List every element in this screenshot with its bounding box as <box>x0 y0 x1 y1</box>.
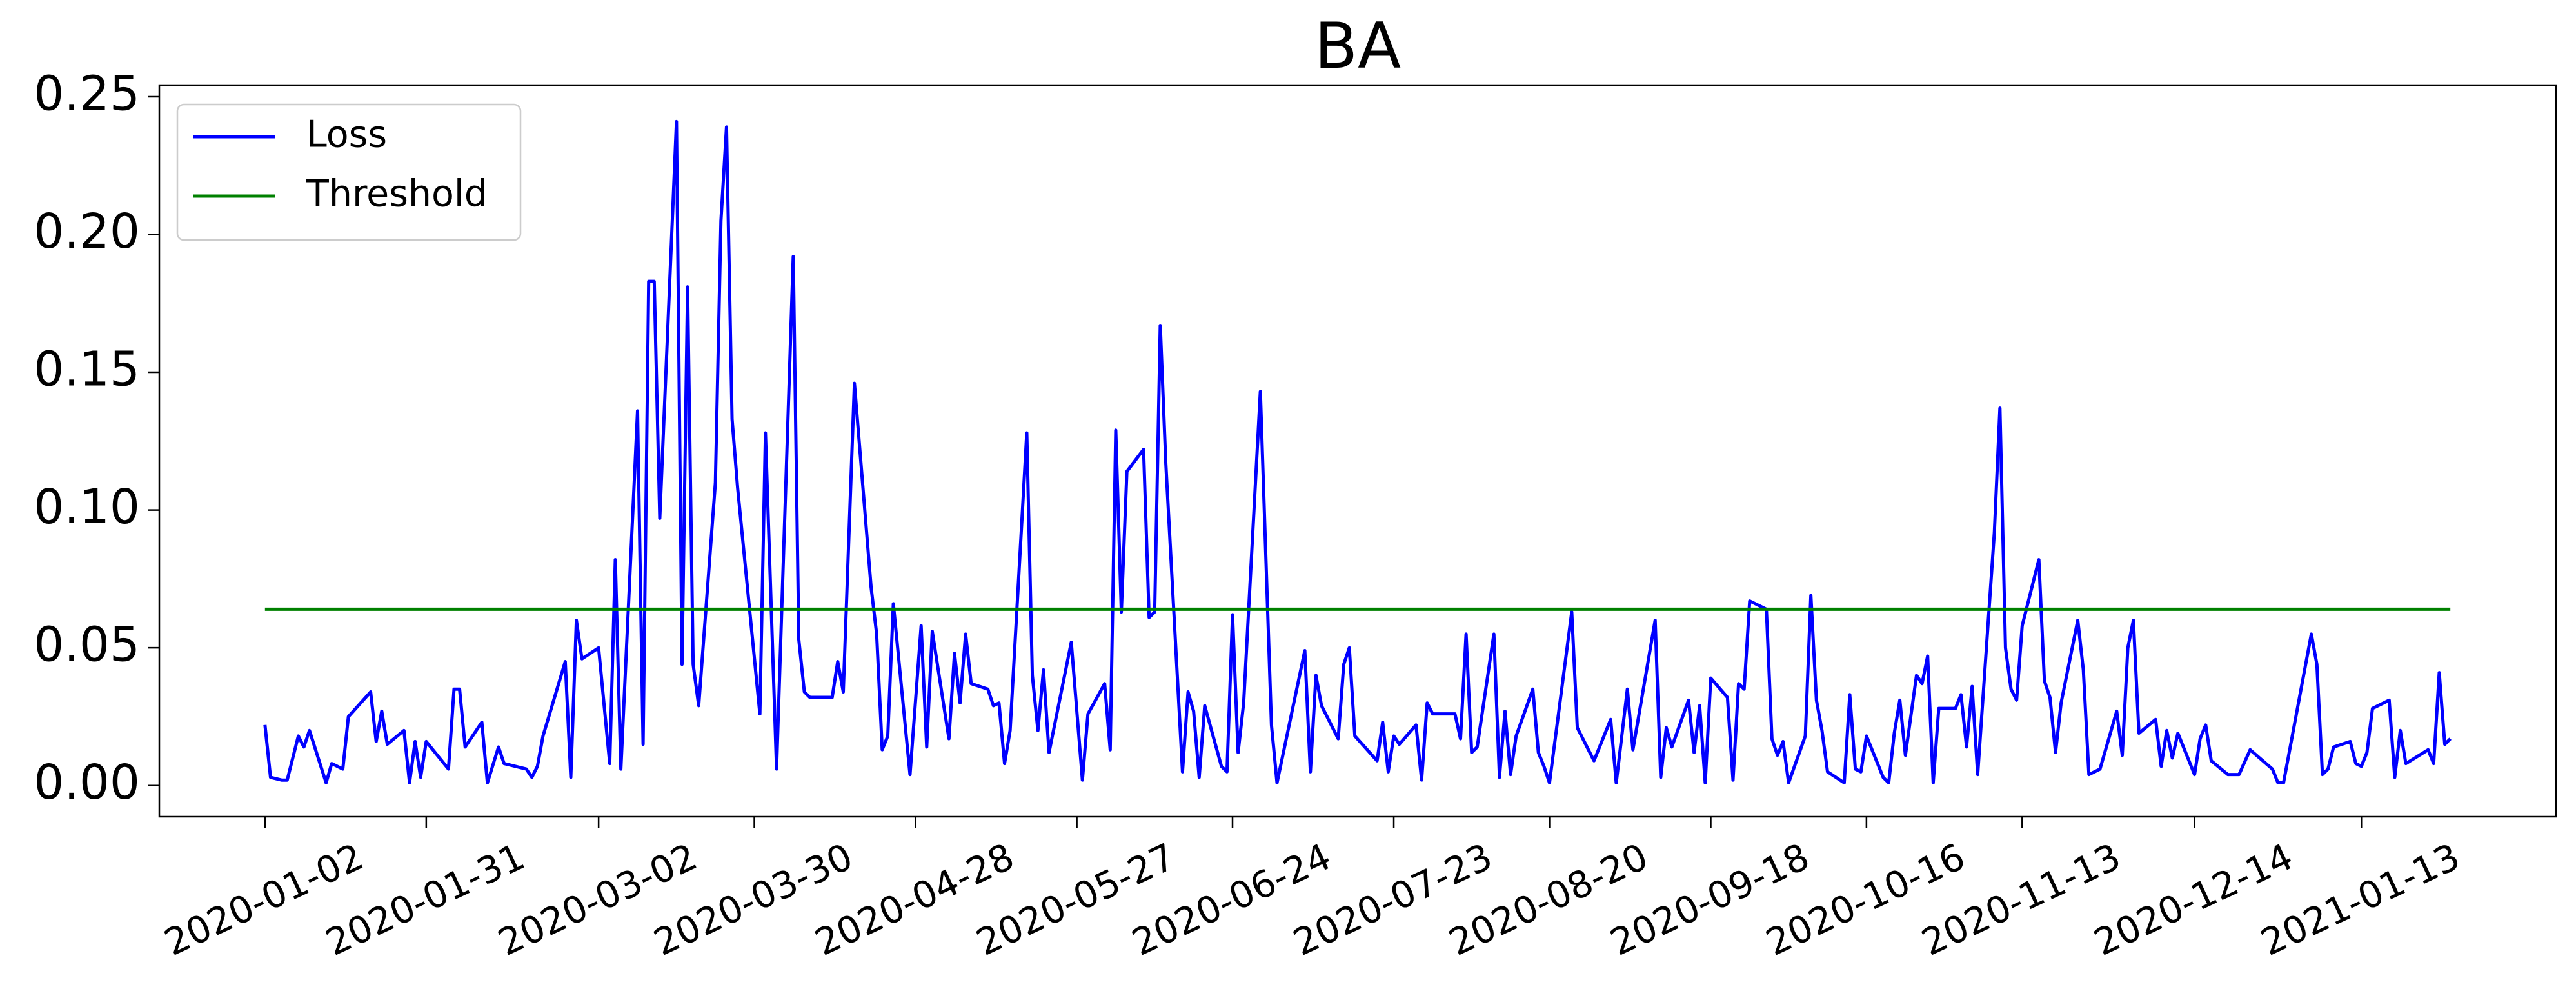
legend: Loss Threshold <box>176 103 522 241</box>
y-tick-label: 0.20 <box>34 204 140 259</box>
y-tick-label: 0.10 <box>34 479 140 535</box>
legend-label: Loss <box>306 114 387 156</box>
y-tick-label: 0.25 <box>34 66 140 121</box>
y-tick-label: 0.15 <box>34 342 140 397</box>
series-line <box>263 119 2452 784</box>
chart-title: BA <box>1314 10 1401 83</box>
y-tick-label: 0.00 <box>34 755 140 810</box>
plot-frame <box>158 84 2557 818</box>
legend-label: Threshold <box>306 173 488 215</box>
y-tick-label: 0.05 <box>34 617 140 673</box>
